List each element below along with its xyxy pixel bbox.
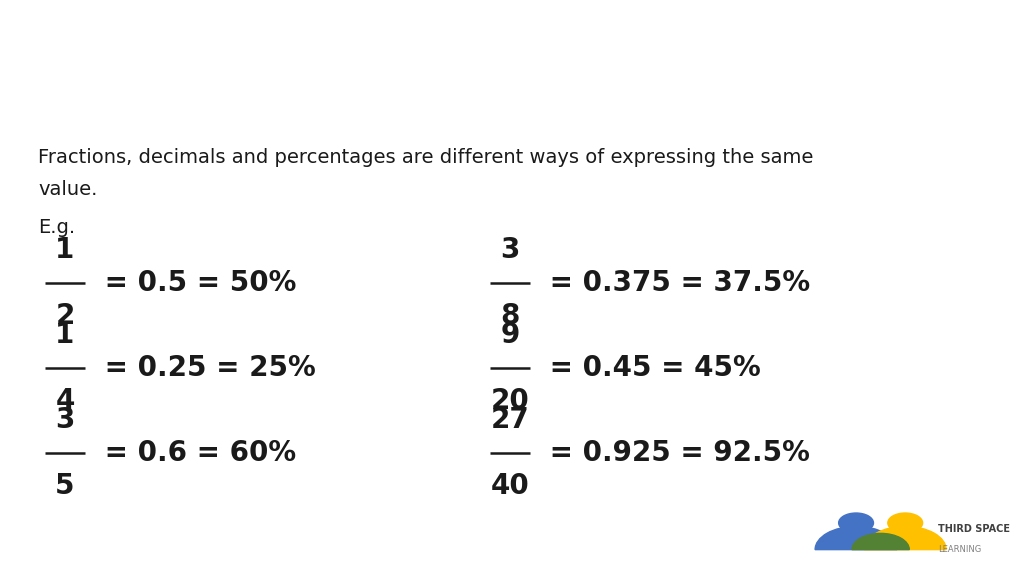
Text: 2: 2 bbox=[55, 302, 75, 330]
Text: LEARNING: LEARNING bbox=[938, 545, 981, 554]
Wedge shape bbox=[864, 526, 946, 550]
Text: 1: 1 bbox=[55, 321, 75, 349]
Text: = 0.925 = 92.5%: = 0.925 = 92.5% bbox=[540, 439, 810, 467]
Text: 3: 3 bbox=[55, 406, 75, 434]
Text: 1: 1 bbox=[55, 236, 75, 264]
Text: 8: 8 bbox=[501, 302, 520, 330]
Wedge shape bbox=[852, 533, 909, 550]
Text: 3: 3 bbox=[501, 236, 520, 264]
Wedge shape bbox=[815, 526, 897, 550]
Text: = 0.6 = 60%: = 0.6 = 60% bbox=[95, 439, 296, 467]
Text: = 0.25 = 25%: = 0.25 = 25% bbox=[95, 354, 315, 382]
Text: 20: 20 bbox=[490, 387, 529, 415]
Text: THIRD SPACE: THIRD SPACE bbox=[938, 523, 1010, 534]
Text: Comparing Fractions, Decimals and Percentages: Comparing Fractions, Decimals and Percen… bbox=[18, 30, 1006, 63]
Text: Fractions, decimals and percentages are different ways of expressing the same: Fractions, decimals and percentages are … bbox=[38, 148, 813, 167]
Text: = 0.375 = 37.5%: = 0.375 = 37.5% bbox=[540, 269, 810, 297]
Text: E.g.: E.g. bbox=[38, 218, 75, 237]
Text: = 0.45 = 45%: = 0.45 = 45% bbox=[540, 354, 761, 382]
Text: value.: value. bbox=[38, 180, 97, 199]
Text: 9: 9 bbox=[501, 321, 519, 349]
Text: 40: 40 bbox=[490, 472, 529, 500]
Text: 4: 4 bbox=[55, 387, 75, 415]
Text: 5: 5 bbox=[55, 472, 75, 500]
Text: 27: 27 bbox=[490, 406, 529, 434]
Circle shape bbox=[839, 513, 873, 533]
Circle shape bbox=[888, 513, 923, 533]
Text: = 0.5 = 50%: = 0.5 = 50% bbox=[95, 269, 296, 297]
